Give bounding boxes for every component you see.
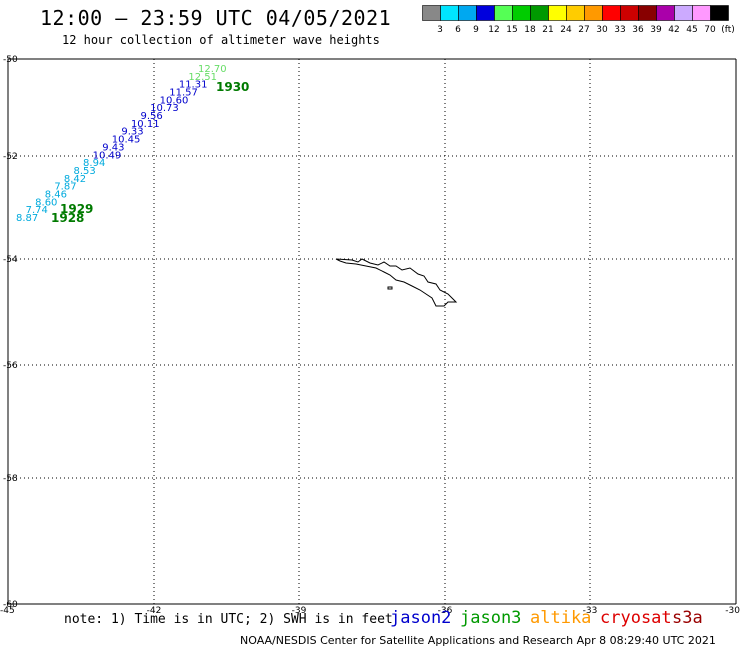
colorbar-swatch (710, 5, 729, 21)
swh-reading: 11.57 (169, 88, 198, 99)
page-title: 12:00 – 23:59 UTC 04/05/2021 (40, 6, 392, 30)
legend-cryosat: cryosat (600, 608, 672, 628)
islet-marker (387, 286, 393, 290)
swh-reading: 8.53 (73, 166, 95, 177)
colorbar-label: 12 (488, 25, 499, 35)
swh-reading: 8.46 (45, 189, 67, 200)
legend-altika: altika (530, 608, 592, 628)
lat-label: -58 (3, 474, 18, 484)
pass-time-1929: 1929 (60, 202, 93, 216)
swh-reading: 7.87 (54, 182, 76, 193)
legend-s3a: s3a (672, 608, 703, 628)
swh-reading: 9.56 (141, 111, 163, 122)
swh-reading: 12.70 (198, 64, 227, 75)
swh-reading: 7.74 (26, 205, 48, 216)
colorbar-label: 42 (668, 25, 679, 35)
colorbar-label: 27 (578, 25, 589, 35)
lat-label: -52 (3, 152, 18, 162)
legend-jason3: jason3 (460, 608, 522, 628)
colorbar-label: 6 (455, 25, 461, 35)
pass-time-1928: 1928 (51, 211, 84, 225)
swh-reading: 11.31 (179, 80, 208, 91)
footer-note: note: 1) Time is in UTC; 2) SWH is in fe… (64, 612, 393, 627)
graticule (8, 59, 736, 604)
swh-reading: 10.60 (160, 95, 189, 106)
swh-reading: 9.33 (121, 127, 143, 138)
lon-label: -39 (292, 606, 307, 616)
colorbar-label: 39 (650, 25, 662, 35)
lon-label: -33 (583, 606, 598, 616)
swh-reading: 9.43 (102, 142, 124, 153)
lon-label: -42 (147, 606, 162, 616)
colorbar-label: 70 (704, 25, 716, 35)
lat-label: -60 (3, 600, 18, 610)
colorbar-label: 15 (506, 25, 517, 35)
swh-reading: 8.94 (83, 158, 105, 169)
colorbar-label: 30 (596, 25, 608, 35)
lat-label: -50 (3, 55, 18, 65)
colorbar-label: 18 (524, 25, 536, 35)
swh-reading: 10.11 (131, 119, 160, 130)
wave-height-colorbar: 3 6 9 12 15 18 21 24 27 30 33 36 39 42 45 70 (ft) (422, 5, 735, 35)
credit-line: NOAA/NESDIS Center for Satellite Applica… (240, 634, 716, 647)
legend-jason2: jason2 (390, 608, 452, 628)
swh-reading: 8.87 (16, 213, 38, 224)
colorbar-label: 33 (614, 25, 625, 35)
colorbar-label: 3 (437, 25, 443, 35)
swh-reading: 8.60 (35, 197, 57, 208)
swh-reading: 10.73 (150, 103, 179, 114)
south-georgia-coastline (335, 258, 458, 307)
colorbar-label: 45 (686, 25, 697, 35)
swh-reading: 10.45 (112, 135, 141, 146)
map-frame (7, 58, 737, 605)
colorbar-label: 9 (473, 25, 479, 35)
swh-reading: 8.42 (64, 174, 86, 185)
swh-reading: 12.51 (188, 72, 217, 83)
lon-label: -36 (438, 606, 453, 616)
colorbar-label: 36 (632, 25, 644, 35)
colorbar-label: 24 (560, 25, 572, 35)
lat-label: -54 (3, 255, 18, 265)
swh-reading: 10.49 (93, 150, 122, 161)
pass-time-1930: 1930 (216, 80, 249, 94)
altimeter-readings: 12.7012.5111.3111.5710.6010.739.5610.119… (16, 64, 227, 224)
colorbar-label: 21 (542, 25, 553, 35)
page-subtitle: 12 hour collection of altimeter wave hei… (62, 33, 380, 47)
lat-label: -56 (3, 361, 18, 371)
colorbar-label: (ft) (721, 25, 735, 35)
lon-label: -45 (0, 606, 15, 616)
axis-labels: -50 -52 -54 -56 -58 -60-45 -42 -39 -36 -33 -30 (0, 55, 740, 616)
lon-label: -30 (725, 606, 740, 616)
